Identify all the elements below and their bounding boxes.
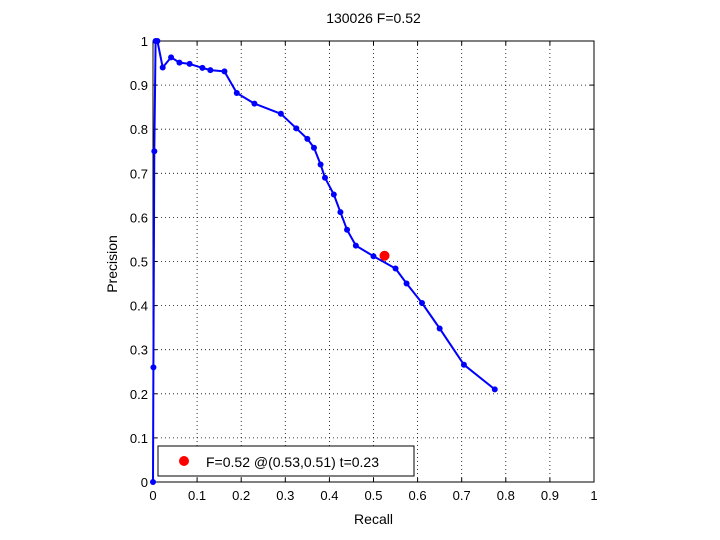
- y-tick-label: 0.7: [130, 166, 148, 181]
- series-layer: [150, 38, 498, 485]
- highlight-layer: [379, 250, 390, 261]
- data-point: [221, 68, 228, 75]
- y-axis-title: Precision: [104, 235, 120, 293]
- data-point: [251, 100, 258, 107]
- x-tick-label: 0.7: [453, 488, 471, 503]
- chart-title: 130026 F=0.52: [326, 10, 421, 26]
- data-point: [436, 325, 443, 332]
- legend-box: [157, 445, 415, 477]
- x-tick-label: 0.1: [188, 488, 206, 503]
- y-tick-label: 0.1: [130, 431, 148, 446]
- x-tick-label: 0.4: [320, 488, 338, 503]
- data-point: [150, 479, 156, 485]
- data-point: [310, 144, 317, 151]
- data-point: [321, 174, 328, 181]
- data-point: [460, 361, 467, 368]
- data-point: [207, 67, 214, 74]
- data-point: [151, 148, 158, 155]
- y-tick-label: 0.3: [130, 343, 148, 358]
- x-tick-label: 0.8: [497, 488, 515, 503]
- data-point: [168, 54, 175, 61]
- data-point: [344, 226, 351, 233]
- x-tick-label: 0.6: [409, 488, 427, 503]
- data-point: [233, 90, 240, 97]
- data-point: [491, 386, 498, 393]
- x-axis-title: Recall: [354, 511, 393, 527]
- data-point: [304, 135, 311, 142]
- y-tick-label: 0.4: [130, 299, 148, 314]
- data-point: [317, 161, 324, 168]
- data-point: [352, 242, 359, 249]
- data-point: [392, 265, 399, 272]
- legend: F=0.52 @(0.53,0.51) t=0.23: [157, 445, 415, 477]
- y-tick-label: 1: [141, 34, 148, 49]
- legend-marker: [179, 456, 189, 466]
- x-tick-label: 0.2: [232, 488, 250, 503]
- legend-label: F=0.52 @(0.53,0.51) t=0.23: [206, 454, 379, 470]
- data-point: [159, 64, 166, 71]
- data-point: [337, 209, 344, 216]
- x-tick-label: 0.5: [364, 488, 382, 503]
- data-point: [370, 253, 377, 260]
- y-tick-label: 0: [141, 475, 148, 490]
- data-point: [277, 110, 284, 117]
- y-tick-label: 0.9: [130, 78, 148, 93]
- data-point: [293, 125, 300, 132]
- y-tick-label: 0.2: [130, 387, 148, 402]
- x-tick-label: 0.9: [541, 488, 559, 503]
- data-point: [150, 364, 157, 371]
- data-point: [186, 60, 193, 67]
- x-tick-label: 0.3: [276, 488, 294, 503]
- data-point: [154, 38, 161, 44]
- data-point: [419, 299, 426, 306]
- grid-lines: [153, 41, 594, 482]
- y-tick-labels: 0 0.1 0.2 0.3 0.4 0.5 0.6 0.7 0.8 0.9 1: [130, 34, 148, 490]
- x-tick-label: 0: [149, 488, 156, 503]
- data-point: [176, 59, 183, 66]
- y-tick-label: 0.6: [130, 210, 148, 225]
- data-point: [330, 191, 337, 198]
- data-point: [403, 280, 410, 287]
- x-tick-labels: 0 0.1 0.2 0.3 0.4 0.5 0.6 0.7 0.8 0.9 1: [149, 488, 597, 503]
- y-tick-label: 0.8: [130, 122, 148, 137]
- y-tick-label: 0.5: [130, 255, 148, 270]
- data-point: [199, 64, 206, 71]
- best-f-point: [379, 250, 390, 261]
- x-tick-label: 1: [590, 488, 597, 503]
